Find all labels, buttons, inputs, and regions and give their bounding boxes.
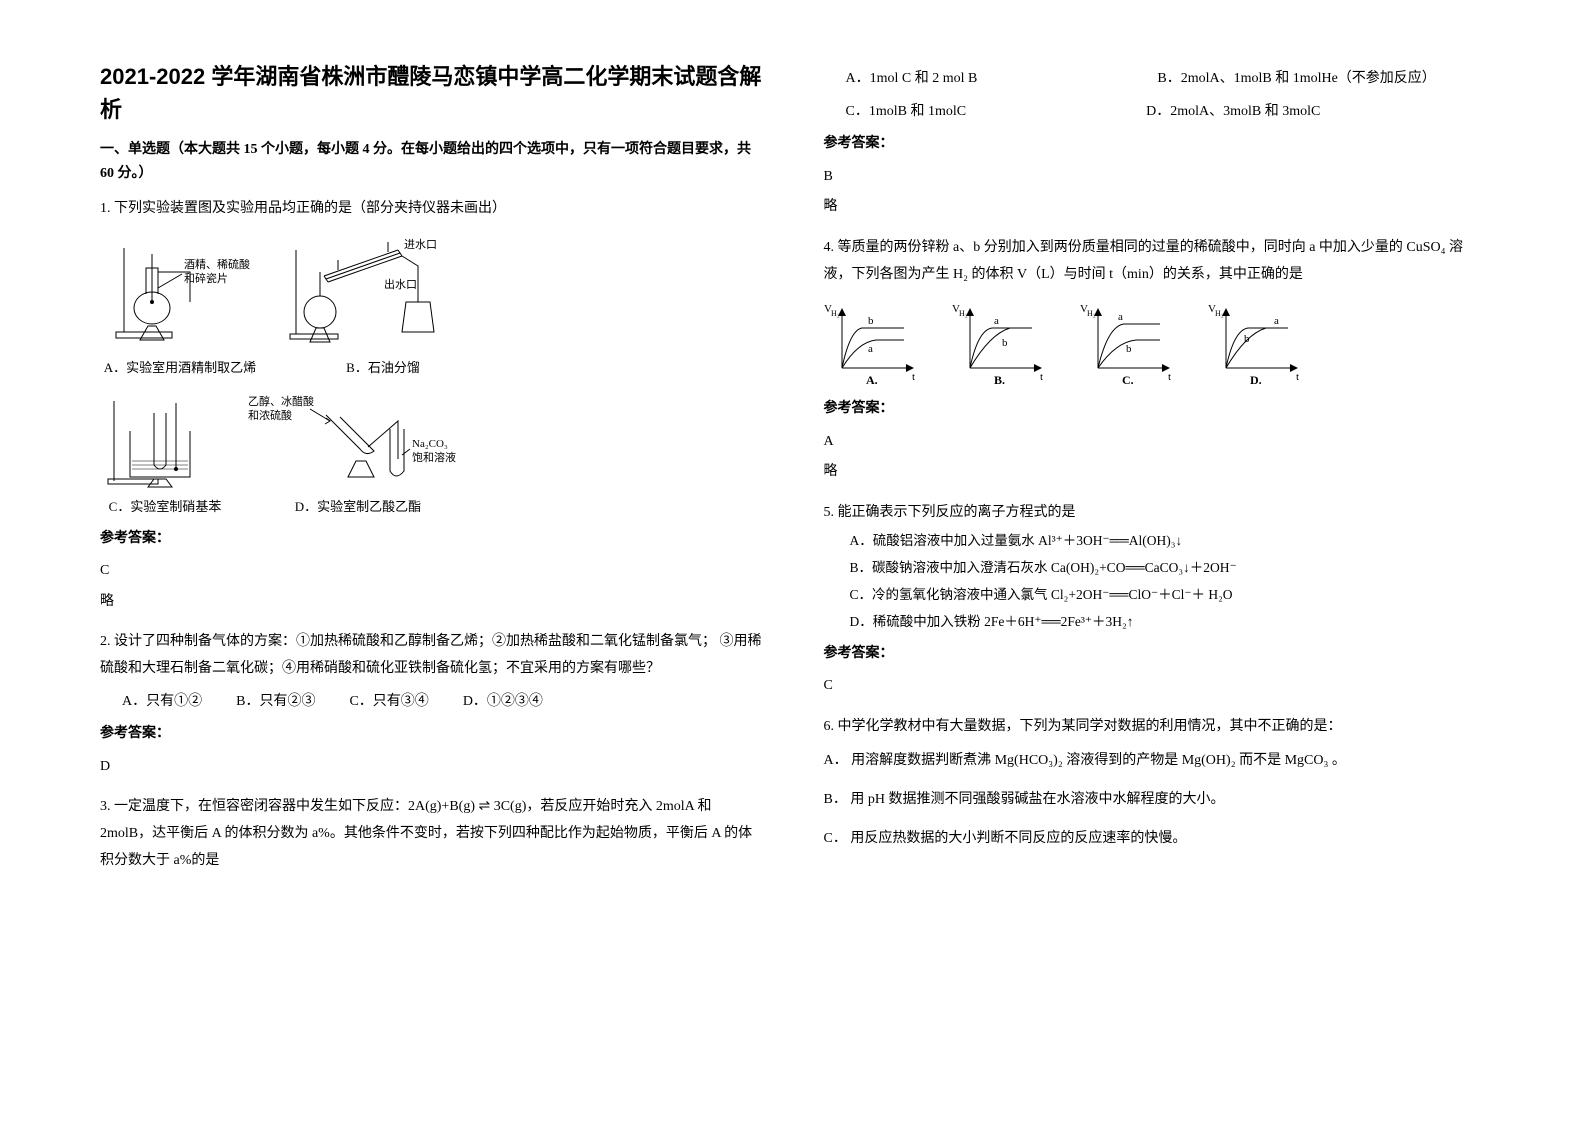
q2-ans-header: 参考答案： bbox=[100, 721, 764, 748]
q2-options: A．只有①② B．只有②③ C．只有③④ D．①②③④ bbox=[122, 689, 764, 716]
q5-ans-header: 参考答案： bbox=[824, 641, 1488, 668]
q5-optB: B．碳酸钠溶液中加入澄清石灰水 Ca(OH)₂+CO══CaCO₃↓＋2OH⁻ bbox=[850, 554, 1488, 581]
q1-figure-d: 乙醇、冰醋酸 和浓硫酸 Na₂CO₃ 饱和溶液 D．实验室制乙酸 bbox=[248, 391, 468, 520]
q2-ans: D bbox=[100, 754, 764, 781]
q6-optA: A． 用溶解度数据判断煮沸 Mg(HCO₃)₂ 溶液得到的产物是 Mg(OH)₂… bbox=[824, 748, 1488, 775]
svg-text:a: a bbox=[1118, 311, 1123, 323]
svg-text:b: b bbox=[1002, 337, 1008, 349]
q2-text: 2. 设计了四种制备气体的方案：①加热稀硫酸和乙醇制备乙烯；②加热稀盐酸和二氧化… bbox=[100, 629, 764, 682]
q4-chart-b: VH₂ t a b B. bbox=[952, 298, 1052, 386]
q1-optD-label: D．实验室制乙酸乙酯 bbox=[295, 495, 421, 520]
q1-figD-caption: 乙醇、冰醋酸 bbox=[248, 394, 314, 408]
q6-optB: B． 用 pH 数据推测不同强酸弱碱盐在水溶液中水解程度的大小。 bbox=[824, 787, 1488, 814]
page-title: 2021-2022 学年湖南省株洲市醴陵马恋镇中学高二化学期末试题含解析 bbox=[100, 60, 764, 126]
q3-ans-header: 参考答案： bbox=[824, 131, 1488, 158]
q1-text: 1. 下列实验装置图及实验用品均正确的是（部分夹持仪器未画出） bbox=[100, 196, 764, 223]
q1-ans: C bbox=[100, 558, 764, 585]
svg-text:B.: B. bbox=[994, 373, 1005, 386]
svg-text:b: b bbox=[1244, 333, 1250, 345]
q3-optB: B．2molA、1molB 和 1molHe（不参加反应） bbox=[1157, 66, 1435, 93]
q4-ans: A bbox=[824, 429, 1488, 456]
q5-optC: C．冷的氢氧化钠溶液中通入氯气 Cl₂+2OH⁻══ClO⁻＋Cl⁻＋ H₂O bbox=[850, 581, 1488, 608]
left-column: 2021-2022 学年湖南省株洲市醴陵马恋镇中学高二化学期末试题含解析 一、单… bbox=[100, 60, 764, 1062]
q5-options: A．硫酸铝溶液中加入过量氨水 Al³⁺＋3OH⁻══Al(OH)₃↓ B．碳酸钠… bbox=[850, 527, 1488, 635]
svg-text:和浓硫酸: 和浓硫酸 bbox=[248, 408, 292, 422]
q5-optA: A．硫酸铝溶液中加入过量氨水 Al³⁺＋3OH⁻══Al(OH)₃↓ bbox=[850, 527, 1488, 554]
q4-charts: VH₂ t b a A. VH₂ t a bbox=[824, 298, 1488, 386]
q3-ans: B bbox=[824, 164, 1488, 191]
q1-optB-label: B．石油分馏 bbox=[346, 356, 420, 381]
q1-optC-label: C．实验室制硝基苯 bbox=[109, 495, 222, 520]
svg-text:b: b bbox=[868, 315, 874, 327]
question-2: 2. 设计了四种制备气体的方案：①加热稀硫酸和乙醇制备乙烯；②加热稀盐酸和二氧化… bbox=[100, 629, 764, 784]
q5-text: 5. 能正确表示下列反应的离子方程式的是 bbox=[824, 500, 1488, 527]
svg-text:t: t bbox=[1168, 371, 1171, 383]
q1-optA-label: A．实验室用酒精制取乙烯 bbox=[104, 356, 256, 381]
question-1: 1. 下列实验装置图及实验用品均正确的是（部分夹持仪器未画出） bbox=[100, 196, 764, 620]
question-5: 5. 能正确表示下列反应的离子方程式的是 A．硫酸铝溶液中加入过量氨水 Al³⁺… bbox=[824, 500, 1488, 704]
svg-text:t: t bbox=[912, 371, 915, 383]
right-column: A．1mol C 和 2 mol B B．2molA、1molB 和 1molH… bbox=[824, 60, 1488, 1062]
q3-optD: D．2molA、3molB 和 3molC bbox=[1146, 99, 1320, 126]
section-instructions: 一、单选题（本大题共 15 个小题，每小题 4 分。在每小题给出的四个选项中，只… bbox=[100, 138, 764, 186]
question-3: 3. 一定温度下，在恒容密闭容器中发生如下反应：2A(g)+B(g) ⇌ 3C(… bbox=[100, 794, 764, 874]
svg-text:a: a bbox=[994, 315, 999, 327]
q3-optC: C．1molB 和 1molC bbox=[846, 99, 967, 126]
q4-chart-a: VH₂ t b a A. bbox=[824, 298, 924, 386]
q1-figA-caption: 酒精、稀硫酸 bbox=[184, 257, 250, 271]
svg-text:A.: A. bbox=[866, 373, 878, 386]
svg-text:D.: D. bbox=[1250, 373, 1262, 386]
q4-chart-c: VH₂ t a b C. bbox=[1080, 298, 1180, 386]
svg-text:C.: C. bbox=[1122, 373, 1134, 386]
question-6: 6. 中学化学教材中有大量数据，下列为某同学对数据的利用情况，其中不正确的是： … bbox=[824, 714, 1488, 852]
q6-text: 6. 中学化学教材中有大量数据，下列为某同学对数据的利用情况，其中不正确的是： bbox=[824, 714, 1488, 741]
q2-optD: D．①②③④ bbox=[463, 689, 543, 716]
q3-note: 略 bbox=[824, 194, 1488, 221]
q2-optB: B．只有②③ bbox=[236, 689, 315, 716]
q1-figure-row-2: C．实验室制硝基苯 乙醇、冰醋酸 和浓硫酸 bbox=[100, 391, 764, 520]
svg-text:t: t bbox=[1296, 371, 1299, 383]
q1-figure-row-1: 酒精、稀硫酸 和碎瓷片 A．实验室用酒精制取乙烯 bbox=[100, 232, 764, 381]
q5-ans: C bbox=[824, 673, 1488, 700]
q1-note: 略 bbox=[100, 589, 764, 616]
q5-optD: D．稀硫酸中加入铁粉 2Fe＋6H⁺══2Fe³⁺＋3H₂↑ bbox=[850, 608, 1488, 635]
q2-optC: C．只有③④ bbox=[349, 689, 428, 716]
question-3-continued: A．1mol C 和 2 mol B B．2molA、1molB 和 1molH… bbox=[824, 60, 1488, 225]
q4-chart-d: VH₂ t a b D. bbox=[1208, 298, 1308, 386]
q4-ans-header: 参考答案： bbox=[824, 396, 1488, 423]
q6-optC: C． 用反应热数据的大小判断不同反应的反应速率的快慢。 bbox=[824, 826, 1488, 853]
q3-opts-row2: C．1molB 和 1molC D．2molA、3molB 和 3molC bbox=[846, 99, 1488, 126]
q1-figure-a: 酒精、稀硫酸 和碎瓷片 A．实验室用酒精制取乙烯 bbox=[100, 232, 260, 381]
q4-note: 略 bbox=[824, 459, 1488, 486]
q4-text: 4. 等质量的两份锌粉 a、b 分别加入到两份质量相同的过量的稀硫酸中，同时向 … bbox=[824, 235, 1488, 288]
q3-optA: A．1mol C 和 2 mol B bbox=[846, 66, 978, 93]
svg-text:和碎瓷片: 和碎瓷片 bbox=[184, 271, 228, 285]
q1-figB-outlet: 出水口 bbox=[384, 277, 417, 291]
question-4: 4. 等质量的两份锌粉 a、b 分别加入到两份质量相同的过量的稀硫酸中，同时向 … bbox=[824, 235, 1488, 490]
q1-figure-b: 进水口 出水口 B．石油分馏 bbox=[278, 232, 488, 381]
q3-text: 3. 一定温度下，在恒容密闭容器中发生如下反应：2A(g)+B(g) ⇌ 3C(… bbox=[100, 794, 764, 874]
svg-text:a: a bbox=[868, 343, 873, 355]
svg-text:t: t bbox=[1040, 371, 1043, 383]
svg-text:H₂: H₂ bbox=[959, 309, 968, 318]
svg-text:H₂: H₂ bbox=[1087, 309, 1096, 318]
svg-text:b: b bbox=[1126, 343, 1132, 355]
svg-text:a: a bbox=[1274, 315, 1279, 327]
q1-ans-header: 参考答案： bbox=[100, 526, 764, 553]
svg-text:H₂: H₂ bbox=[831, 309, 840, 318]
svg-text:饱和溶液: 饱和溶液 bbox=[412, 450, 456, 464]
q1-figure-c: C．实验室制硝基苯 bbox=[100, 391, 230, 520]
q1-figB-inlet: 进水口 bbox=[404, 238, 437, 251]
svg-text:Na₂CO₃: Na₂CO₃ bbox=[412, 438, 448, 450]
svg-text:H₂: H₂ bbox=[1215, 309, 1224, 318]
q2-optA: A．只有①② bbox=[122, 689, 202, 716]
q3-opts-row1: A．1mol C 和 2 mol B B．2molA、1molB 和 1molH… bbox=[846, 66, 1488, 93]
